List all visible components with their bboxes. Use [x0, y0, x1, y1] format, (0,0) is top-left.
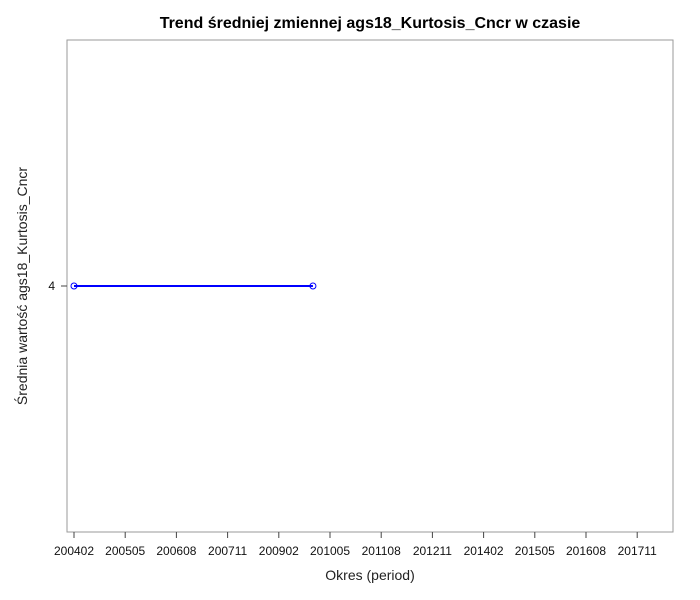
- x-tick-label: 200505: [105, 544, 145, 558]
- x-tick-label: 200711: [208, 544, 247, 558]
- y-axis: 4: [48, 279, 67, 293]
- x-tick-label: 201608: [566, 544, 606, 558]
- y-axis-label: Średnia wartość ags18_Kurtosis_Cncr: [13, 167, 30, 405]
- x-axis: 200402 200505 200608 200711 200902 201005 2011…: [54, 532, 657, 558]
- x-tick-label: 201005: [310, 544, 350, 558]
- x-tick-label: 200608: [156, 544, 196, 558]
- x-tick-label: 201505: [515, 544, 555, 558]
- x-tick-label: 201108: [362, 544, 401, 558]
- x-axis-label: Okres (period): [325, 567, 414, 583]
- chart-title: Trend średniej zmiennej ags18_Kurtosis_C…: [160, 15, 581, 32]
- y-tick-label: 4: [48, 279, 55, 293]
- x-tick-label: 201711: [618, 544, 657, 558]
- x-tick-label: 201402: [464, 544, 504, 558]
- x-tick-label: 200402: [54, 544, 94, 558]
- data-point: [309, 282, 317, 290]
- x-tick-label: 200902: [259, 544, 299, 558]
- x-tick-label: 201211: [413, 544, 452, 558]
- series-layer: [70, 282, 317, 290]
- data-point: [70, 282, 78, 290]
